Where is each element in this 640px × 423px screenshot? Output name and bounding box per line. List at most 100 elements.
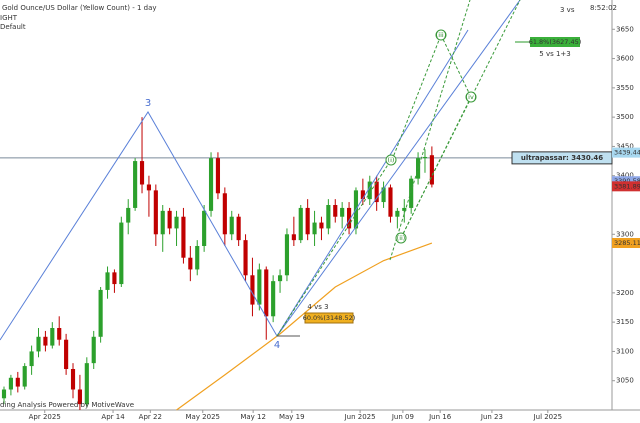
candle-body (284, 234, 290, 276)
x-tick-label: May 19 (279, 413, 305, 421)
x-tick-label: Jun 23 (480, 413, 503, 421)
price-tag (612, 181, 640, 192)
x-tick-label: Jun 09 (391, 413, 414, 421)
candle-body (57, 328, 62, 340)
wave-line (0, 0, 521, 341)
candle-body (8, 377, 13, 390)
candle-body (236, 216, 241, 241)
candle-body (264, 269, 269, 317)
fib-label: 61.8%(3627.45) (529, 38, 582, 46)
candle-body (1, 389, 7, 399)
wave-marker (395, 232, 407, 244)
level-box (511, 151, 613, 165)
candle-body (208, 158, 214, 211)
candle-body (36, 336, 41, 352)
candle-body (126, 207, 131, 223)
y-tick-label: 3650 (616, 25, 634, 33)
price-tag-label: 3381.89 (614, 182, 640, 190)
y-tick-label: 3450 (616, 142, 634, 150)
wave-label: (iv) (466, 93, 477, 101)
price-tag (612, 176, 640, 187)
level-label: ultrapassar: 3430.46 (521, 154, 603, 162)
candle-body (181, 216, 186, 258)
wave-marker (465, 91, 477, 103)
candle-body (312, 222, 317, 235)
candle-body (29, 351, 34, 367)
candle-body (402, 207, 407, 211)
fib-box (304, 312, 354, 324)
footer: ding Analysis Powered by MotiveWave (0, 401, 134, 409)
x-tick-label: Jun 2025 (344, 413, 376, 421)
y-tick-label: 3600 (616, 55, 634, 63)
y-tick-label: 3400 (616, 172, 634, 180)
candle-body (333, 205, 338, 217)
candle-body (15, 377, 20, 387)
chart-title: Gold Ounce/US Dollar (Yellow Count) - 1 … (2, 4, 157, 12)
candle-body (346, 207, 352, 229)
candle-body (250, 275, 255, 305)
moving-average (176, 242, 433, 411)
candle-body (319, 222, 324, 229)
candle-body (360, 190, 365, 200)
wave-label: (ii) (397, 234, 406, 242)
fib-label: 60.0%(3148.52) (303, 314, 356, 322)
candle-body (291, 234, 296, 241)
candle-body (395, 210, 400, 217)
y-tick-label: 3050 (616, 377, 634, 385)
candle-body (43, 336, 48, 346)
wave-label: (i) (388, 156, 395, 164)
candle-body (146, 184, 151, 191)
chart-note: Default (0, 23, 26, 31)
candle-body (119, 222, 124, 285)
candle-body (340, 207, 345, 217)
x-tick-label: May 2025 (185, 413, 220, 421)
y-tick-label: 3500 (616, 113, 634, 121)
candle-body (388, 187, 393, 217)
candle-body (229, 216, 234, 235)
candle-body (153, 190, 158, 235)
x-tick-label: Apr 14 (101, 413, 125, 421)
candle-body (77, 389, 82, 405)
candle-body (409, 178, 414, 208)
price-tag (612, 238, 640, 249)
price-tag-label: 3285.11 (614, 239, 640, 247)
wave-marker (435, 29, 447, 41)
candle-body (215, 158, 221, 194)
corner-label: 3 vs (560, 6, 575, 14)
candle-body (326, 205, 331, 229)
candle-body (422, 156, 428, 159)
fib-box (530, 37, 580, 47)
y-tick-label: 3150 (616, 318, 634, 326)
wave-line (276, 29, 469, 337)
y-tick-label: 3100 (616, 347, 634, 355)
candle-body (22, 366, 27, 387)
candle-body (167, 210, 172, 229)
price-tag-label: 3390.58 (614, 177, 640, 185)
wave-label: 3 (145, 98, 151, 109)
x-tick-label: Jul 2025 (533, 413, 563, 421)
fib-note: 4 vs 3 (307, 303, 328, 311)
chart-subtitle: IGHT (0, 14, 18, 22)
x-tick-label: Apr 22 (139, 413, 162, 421)
candle-body (202, 210, 207, 246)
candle-body (70, 369, 76, 390)
candle-body (174, 216, 179, 229)
candle-body (429, 155, 434, 185)
price-tag (612, 147, 640, 158)
candle-body (271, 281, 276, 317)
candle-body (133, 161, 138, 208)
candle-body (195, 246, 200, 270)
wave-marker (385, 154, 397, 166)
x-tick-label: Jun 16 (428, 413, 452, 421)
candle-body (305, 207, 310, 235)
y-tick-label: 3200 (616, 289, 634, 297)
price-tag-label: 3439.44 (614, 149, 640, 157)
candle-body (91, 336, 96, 364)
candle-body (381, 187, 386, 203)
candle-body (105, 272, 110, 290)
candle-body (160, 210, 165, 235)
x-tick-label: May 12 (240, 413, 266, 421)
